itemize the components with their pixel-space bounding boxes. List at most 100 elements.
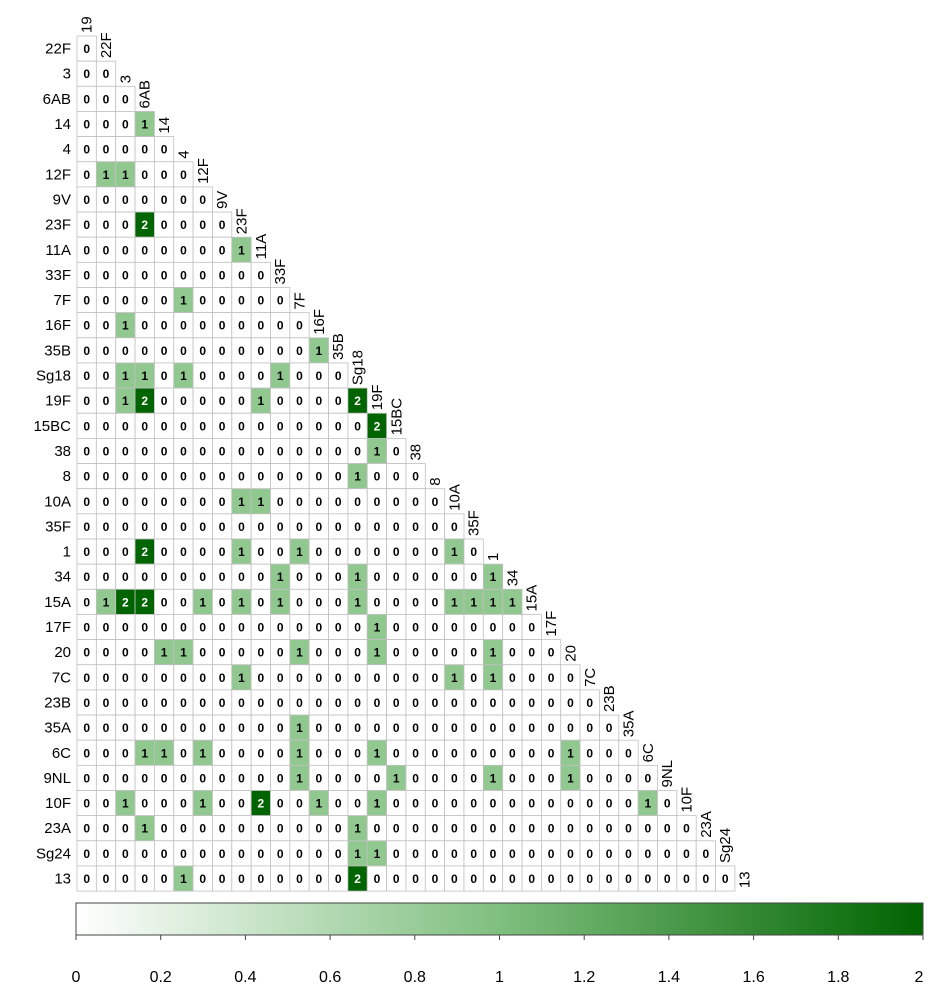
cell-value-label: 0 (180, 797, 187, 811)
cell-value-label: 0 (199, 721, 206, 735)
cell-value-label: 0 (257, 847, 264, 861)
cell-value-label: 0 (664, 797, 671, 811)
cell-value-label: 0 (257, 721, 264, 735)
cell-value-label: 0 (374, 771, 381, 785)
row-label: 35B (44, 342, 71, 359)
cell-value-label: 0 (83, 746, 90, 760)
heatmap-cells: 00 00 0 00 0 0 10 0 0 0 00 1 1 0 0 00 0 0 0 0 0 00 0 0 2 0 0 0 00 0 0 0… (76, 35, 736, 892)
cell-value-label: 0 (277, 721, 284, 735)
cell-value-label: 0 (393, 595, 400, 609)
cell-value-label: 0 (277, 797, 284, 811)
cell-value-label: 0 (141, 168, 148, 182)
cell-value-label: 0 (141, 344, 148, 358)
cell-value-label: 0 (354, 771, 361, 785)
cell-value-label: 0 (83, 771, 90, 785)
cell-value-label: 0 (199, 319, 206, 333)
cell-value-label: 1 (374, 746, 381, 760)
cell-value-label: 0 (567, 721, 574, 735)
cell-value-label: 0 (103, 520, 110, 534)
row-label: 16F (45, 317, 71, 334)
cell-value-label: 0 (393, 847, 400, 861)
cell-value-label: 0 (451, 570, 458, 584)
cell-value-label: 0 (161, 168, 168, 182)
cell-value-label: 0 (316, 369, 323, 383)
cell-value-label: 0 (199, 570, 206, 584)
cell-value-label: 0 (567, 797, 574, 811)
cell-value-label: 0 (335, 822, 342, 836)
cell-value-label: 0 (528, 872, 535, 886)
cell-value-label: 1 (277, 369, 284, 383)
cell-value-label: 0 (470, 696, 477, 710)
cell-value-label: 0 (103, 444, 110, 458)
cell-value-label: 0 (161, 243, 168, 257)
cell-value-label: 2 (374, 419, 381, 433)
cell-value-label: 1 (354, 470, 361, 484)
cell-value-label: 0 (103, 872, 110, 886)
column-label: 35A (620, 710, 637, 737)
cell-value-label: 0 (219, 696, 226, 710)
cell-value-label: 0 (103, 746, 110, 760)
cell-value-label: 0 (122, 545, 129, 559)
cell-value-label: 2 (354, 872, 361, 886)
cell-value-label: 0 (335, 570, 342, 584)
cell-value-label: 0 (354, 495, 361, 509)
cell-value-label: 0 (238, 822, 245, 836)
cell-value-label: 0 (335, 444, 342, 458)
cell-value-label: 0 (199, 696, 206, 710)
colorbar (75, 902, 924, 936)
cell-value-label: 0 (238, 470, 245, 484)
cell-value-label: 0 (122, 771, 129, 785)
colorbar-tick-label: 0.4 (234, 969, 256, 986)
cell-value-label: 0 (432, 696, 439, 710)
cell-value-label: 0 (606, 847, 613, 861)
cell-value-label: 0 (141, 470, 148, 484)
cell-value-label: 1 (354, 595, 361, 609)
cell-value-label: 0 (180, 168, 187, 182)
cell-value-label: 0 (277, 696, 284, 710)
cell-value-label: 0 (199, 218, 206, 232)
cell-value-label: 0 (122, 847, 129, 861)
cell-value-label: 0 (412, 646, 419, 660)
row-label: 9NL (43, 770, 71, 787)
cell-value-label: 0 (432, 746, 439, 760)
cell-value-label: 1 (509, 595, 516, 609)
cell-value-label: 0 (335, 771, 342, 785)
cell-value-label: 0 (219, 746, 226, 760)
cell-value-label: 0 (83, 118, 90, 132)
cell-value-label: 0 (509, 771, 516, 785)
colorbar-tick-label: 1.6 (742, 969, 764, 986)
cell-value-label: 0 (141, 671, 148, 685)
cell-value-label: 0 (432, 595, 439, 609)
column-label: 14 (156, 117, 173, 134)
cell-value-label: 1 (161, 646, 168, 660)
cell-value-label: 0 (83, 92, 90, 106)
cell-value-label: 0 (141, 243, 148, 257)
cell-value-label: 0 (83, 520, 90, 534)
cell-value-label: 0 (567, 696, 574, 710)
cell-value-label: 0 (199, 394, 206, 408)
column-label: 4 (175, 150, 192, 158)
diagonal-labels: 1922F36AB14412F9V23F11A33F7F16F35BSg1819… (79, 16, 754, 888)
cell-value-label: 0 (161, 444, 168, 458)
cell-value-label: 0 (644, 771, 651, 785)
cell-value-label: 0 (316, 721, 323, 735)
cell-value-label: 0 (219, 319, 226, 333)
cell-value-label: 0 (219, 621, 226, 635)
cell-value-label: 0 (567, 671, 574, 685)
cell-value-label: 0 (470, 721, 477, 735)
cell-value-label: 0 (606, 721, 613, 735)
cell-value-label: 0 (83, 218, 90, 232)
cell-value-label: 0 (83, 143, 90, 157)
cell-value-label: 0 (141, 294, 148, 308)
cell-value-label: 0 (141, 520, 148, 534)
cell-value-label: 0 (412, 520, 419, 534)
cell-value-label: 0 (335, 721, 342, 735)
cell-value-label: 0 (412, 721, 419, 735)
cell-value-label: 0 (722, 872, 729, 886)
cell-value-label: 0 (528, 847, 535, 861)
column-label: 17F (543, 611, 560, 637)
cell-value-label: 0 (219, 369, 226, 383)
row-label: 11A (45, 242, 71, 259)
cell-value-label: 0 (161, 218, 168, 232)
cell-value-label: 0 (161, 520, 168, 534)
